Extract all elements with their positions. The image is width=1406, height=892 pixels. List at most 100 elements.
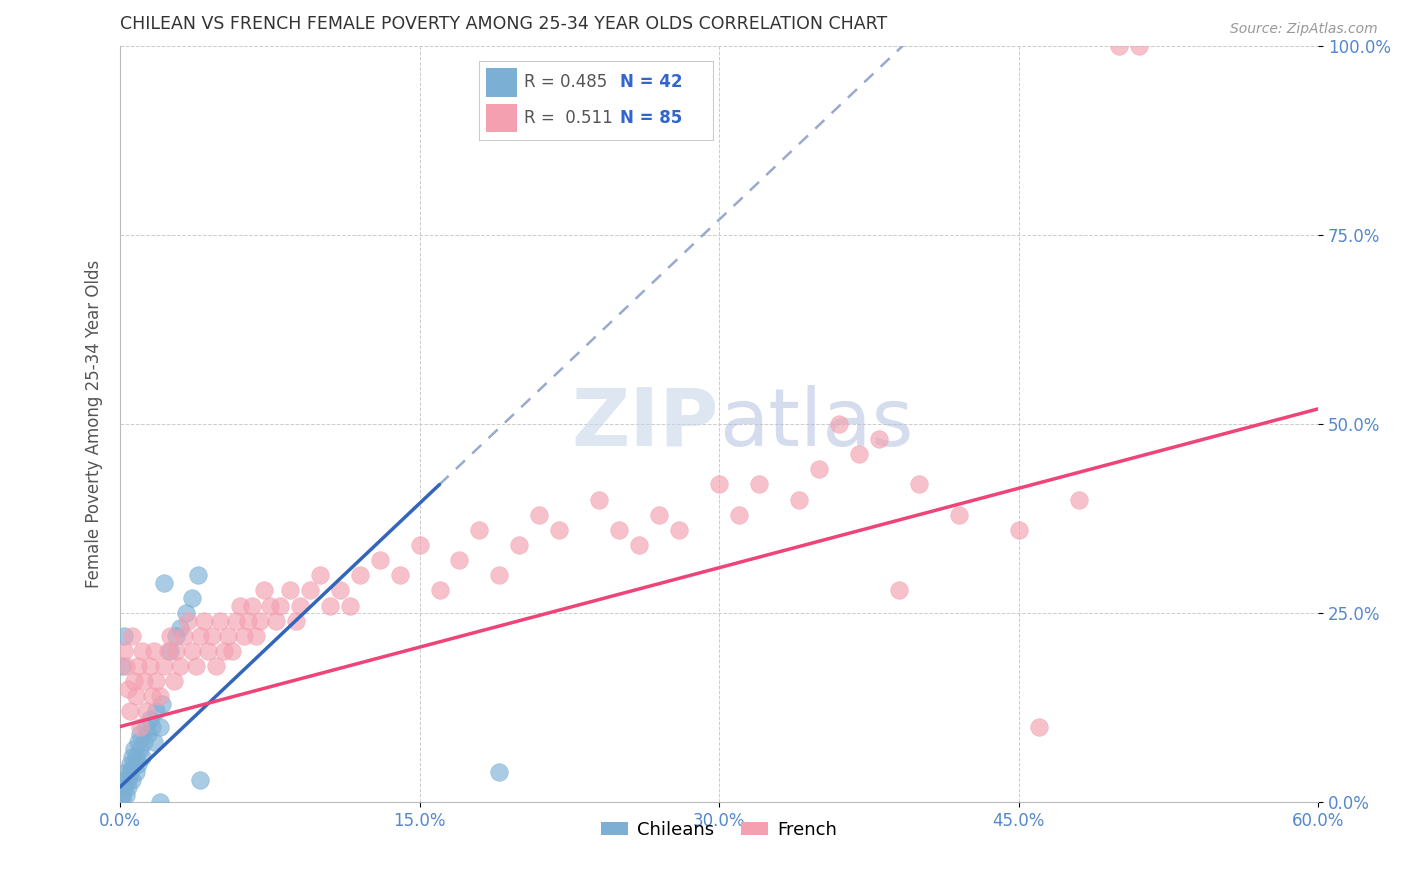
Point (648, 508, 671, 522)
Point (118, 764, 141, 779)
Point (339, 599, 361, 613)
Point (1108, 38, 1130, 53)
Point (488, 568, 510, 582)
Point (264, 614, 287, 628)
Point (115, 659, 138, 673)
Point (184, 659, 207, 673)
Point (948, 508, 970, 522)
Point (153, 575, 176, 590)
Point (173, 629, 195, 643)
Point (529, 508, 551, 522)
Point (177, 614, 200, 628)
Point (169, 659, 191, 673)
Point (165, 644, 187, 658)
Point (828, 417, 851, 431)
Point (449, 553, 471, 567)
Point (221, 644, 243, 658)
Point (1128, 38, 1150, 53)
Point (129, 720, 152, 734)
Point (225, 614, 247, 628)
Point (588, 492, 610, 507)
Point (153, 659, 176, 673)
Legend: Chileans, French: Chileans, French (593, 814, 845, 847)
Point (165, 629, 187, 643)
Point (118, 705, 141, 719)
Point (129, 727, 152, 741)
Point (269, 599, 291, 613)
Text: atlas: atlas (718, 385, 914, 463)
Point (628, 538, 651, 552)
Point (887, 583, 910, 598)
Point (174, 606, 197, 620)
Point (807, 462, 830, 476)
Point (139, 712, 162, 726)
Text: CHILEAN VS FRENCH FEMALE POVERTY AMONG 25-34 YEAR OLDS CORRELATION CHART: CHILEAN VS FRENCH FEMALE POVERTY AMONG 2… (120, 15, 887, 33)
Point (145, 705, 167, 719)
Point (127, 659, 149, 673)
Point (163, 674, 186, 689)
Point (136, 727, 159, 741)
Point (139, 659, 162, 673)
Point (180, 644, 202, 658)
Point (308, 568, 330, 582)
Point (122, 674, 145, 689)
Point (125, 750, 148, 764)
Point (429, 583, 451, 598)
Point (117, 772, 139, 787)
Point (121, 629, 143, 643)
Point (187, 568, 209, 582)
Point (188, 629, 211, 643)
Point (111, 788, 134, 802)
Point (349, 568, 371, 582)
Point (208, 614, 231, 628)
Point (1028, 720, 1050, 734)
Point (112, 629, 135, 643)
Point (135, 720, 157, 734)
Point (278, 583, 301, 598)
Point (217, 629, 239, 643)
Point (115, 764, 138, 779)
Point (193, 614, 215, 628)
Point (112, 644, 135, 658)
Text: Source: ZipAtlas.com: Source: ZipAtlas.com (1230, 22, 1378, 37)
Point (205, 659, 228, 673)
Point (132, 735, 155, 749)
Point (229, 599, 252, 613)
Point (129, 742, 152, 756)
Point (548, 523, 571, 537)
Point (488, 764, 510, 779)
Point (232, 629, 254, 643)
Point (127, 757, 149, 772)
Point (787, 492, 810, 507)
Point (122, 742, 145, 756)
Point (141, 720, 163, 734)
Point (142, 644, 165, 658)
Point (118, 757, 141, 772)
Point (132, 674, 155, 689)
Point (117, 681, 139, 696)
Point (125, 690, 148, 704)
Point (141, 690, 163, 704)
Point (253, 583, 276, 598)
Point (111, 791, 134, 805)
Point (201, 629, 224, 643)
Point (298, 583, 321, 598)
Point (728, 508, 751, 522)
Point (288, 599, 311, 613)
Point (1008, 523, 1031, 537)
Point (135, 705, 157, 719)
Point (112, 772, 135, 787)
Point (212, 644, 235, 658)
Point (368, 553, 391, 567)
Point (240, 599, 263, 613)
Point (188, 772, 211, 787)
Point (149, 720, 172, 734)
Y-axis label: Female Poverty Among 25-34 Year Olds: Female Poverty Among 25-34 Year Olds (86, 260, 103, 588)
Point (142, 735, 165, 749)
Point (145, 674, 167, 689)
Point (169, 621, 191, 635)
Point (388, 568, 411, 582)
Point (245, 629, 267, 643)
Point (149, 795, 172, 809)
Point (121, 772, 143, 787)
